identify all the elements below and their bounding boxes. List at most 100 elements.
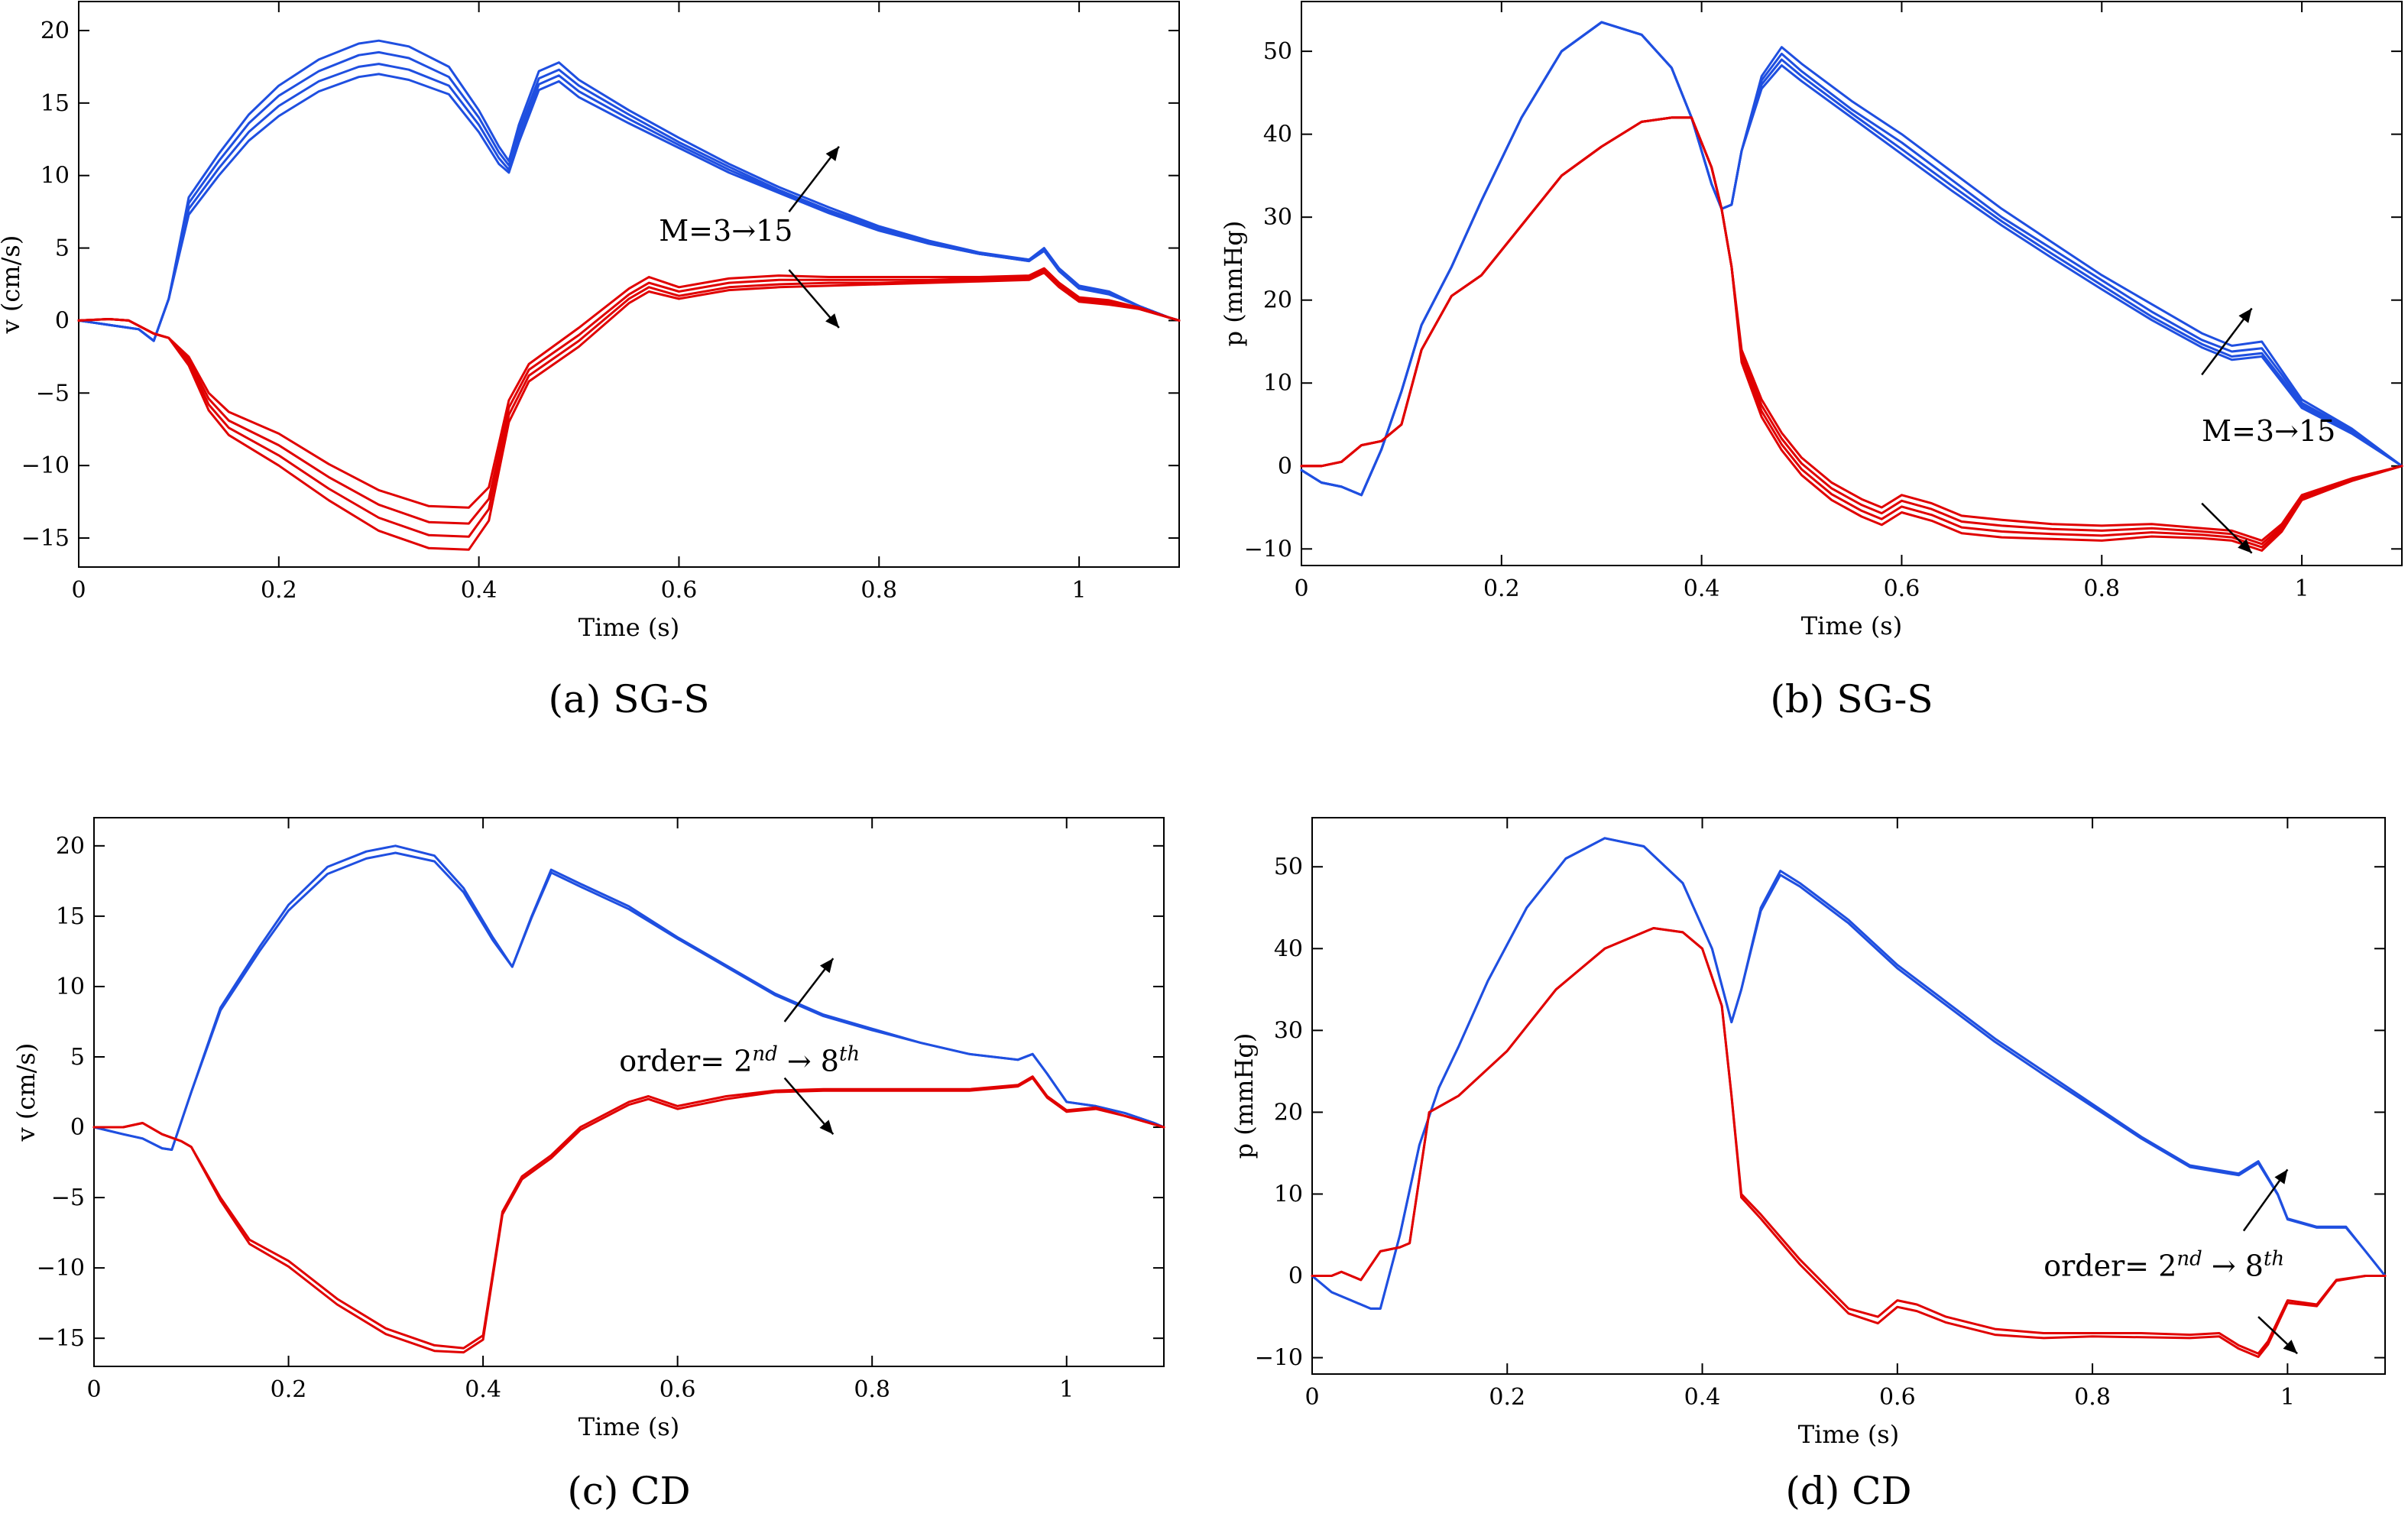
x-tick-label: 0.8: [2083, 575, 2120, 602]
x-axis-label: Time (s): [579, 613, 679, 642]
annotation-arrow-head: [819, 958, 834, 974]
x-tick-label: 0.4: [465, 1376, 501, 1403]
series-line-red: [1300, 116, 2403, 549]
series-line-blue: [1311, 837, 2387, 1310]
y-tick-label: 20: [56, 833, 85, 860]
y-tick-label: 40: [1274, 935, 1303, 962]
series-line-blue: [77, 73, 1181, 342]
annotation-arrow-shaft: [2201, 307, 2253, 376]
annotation-text-part: order= 2: [2043, 1249, 2176, 1283]
annotation-arrow-head: [2283, 1340, 2298, 1354]
series-line-red: [77, 270, 1181, 538]
annotation-arrow-head: [825, 313, 839, 328]
x-tick-label: 0: [71, 577, 86, 604]
panel-caption: (a) SG-S: [549, 677, 710, 721]
chart-panel-a: 0 0.2 0.4 0.6 0.8 1 −15 −10 −5 0 5 10 15 20 Time (s) v …: [0, 1, 1181, 721]
annotation-label: M=3→15: [659, 214, 792, 248]
y-tick-label: 15: [56, 903, 85, 930]
y-tick-label: −10: [37, 1255, 85, 1282]
y-axis-label: p (mmHg): [1230, 1033, 1259, 1159]
y-axis-label: v (cm/s): [11, 1043, 41, 1142]
plot-frame: [93, 817, 1165, 1367]
x-axis-label: Time (s): [1798, 1420, 1899, 1449]
series-line-blue: [77, 63, 1181, 342]
y-tick-label: 30: [1263, 204, 1292, 231]
x-tick-label: 0.4: [1684, 575, 1720, 602]
y-tick-label: −5: [51, 1185, 85, 1211]
plot-frame: [1311, 817, 2386, 1375]
plot-frame: [78, 1, 1180, 568]
series-line-red: [1300, 116, 2403, 546]
y-tick-label: −15: [21, 525, 70, 552]
annotation-superscript: th: [2264, 1248, 2284, 1271]
series-line-red: [77, 268, 1181, 525]
y-tick-label: 10: [56, 974, 85, 1000]
series-line-red: [1311, 927, 2387, 1358]
y-tick-label: −10: [1255, 1345, 1303, 1372]
series-line-red: [77, 271, 1181, 551]
y-tick-label: −5: [36, 380, 70, 407]
annotation-superscript: nd: [752, 1042, 777, 1065]
y-tick-label: 15: [41, 90, 70, 117]
y-tick-label: 20: [41, 18, 70, 44]
x-axis-label: Time (s): [579, 1412, 679, 1441]
y-tick-label: 20: [1263, 287, 1292, 314]
series-line-red: [1311, 927, 2387, 1355]
x-tick-label: 1: [1072, 577, 1087, 604]
annotation-arrow-head: [2238, 539, 2252, 553]
annotation-text-part: → 8: [2202, 1249, 2264, 1283]
annotation-label: M=3→15: [2202, 414, 2335, 448]
x-tick-label: 0.2: [271, 1376, 307, 1403]
series-line-blue: [92, 851, 1165, 1151]
annotation-label: order= 2nd → 8th: [619, 1042, 860, 1078]
panel-caption: (b) SG-S: [1770, 677, 1933, 721]
y-tick-label: 10: [1274, 1181, 1303, 1207]
series-line-blue: [77, 39, 1181, 342]
x-tick-label: 0.8: [854, 1376, 890, 1403]
annotation-text-part: → 8: [778, 1044, 839, 1078]
annotation-text-part: order= 2: [619, 1044, 752, 1078]
series-line-red: [92, 1077, 1165, 1354]
y-tick-label: 30: [1274, 1017, 1303, 1044]
annotation-arrow-head: [819, 1120, 834, 1135]
y-tick-label: 40: [1263, 122, 1292, 148]
chart-panel-c: 0 0.2 0.4 0.6 0.8 1 −15 −10 −5 0 5 10 15 20 Time (s) v …: [11, 817, 1165, 1513]
x-tick-label: 0: [1304, 1384, 1319, 1411]
y-tick-label: 5: [70, 1044, 85, 1071]
y-tick-label: 0: [55, 307, 70, 334]
y-axis-label: v (cm/s): [0, 235, 25, 335]
series-line-red: [1300, 116, 2403, 552]
y-tick-label: 5: [55, 235, 70, 262]
x-tick-label: 0.6: [1879, 1384, 1916, 1411]
annotation-arrow-head: [2238, 308, 2252, 323]
x-tick-label: 0.4: [1684, 1384, 1721, 1411]
y-tick-label: −10: [21, 452, 70, 479]
annotation-label: order= 2nd → 8th: [2043, 1248, 2284, 1283]
x-tick-label: 0.6: [660, 1376, 696, 1403]
y-tick-label: 0: [1288, 1263, 1303, 1290]
x-tick-label: 0.8: [860, 577, 897, 604]
y-tick-label: 50: [1263, 38, 1292, 65]
x-tick-label: 1: [1059, 1376, 1074, 1403]
y-tick-label: 10: [41, 163, 70, 190]
x-tick-label: 0.6: [661, 577, 698, 604]
x-tick-label: 0.6: [1884, 575, 1920, 602]
panel-caption: (d) CD: [1785, 1469, 1911, 1513]
y-tick-label: 0: [70, 1114, 85, 1141]
x-axis-label: Time (s): [1801, 611, 1902, 640]
x-tick-label: 0.2: [261, 577, 297, 604]
y-tick-label: 0: [1278, 453, 1292, 480]
annotation-arrow-head: [2274, 1169, 2288, 1185]
x-tick-label: 0.4: [461, 577, 497, 604]
series-line-blue: [1311, 837, 2387, 1310]
x-tick-label: 1: [2295, 575, 2309, 602]
series-line-blue: [1300, 21, 2403, 497]
annotation-superscript: th: [839, 1042, 860, 1065]
x-tick-label: 0.2: [1489, 1384, 1525, 1411]
annotation-arrow-head: [825, 146, 839, 161]
x-tick-label: 1: [2280, 1384, 2295, 1411]
panel-caption: (c) CD: [567, 1469, 690, 1513]
y-tick-label: −10: [1244, 536, 1292, 562]
